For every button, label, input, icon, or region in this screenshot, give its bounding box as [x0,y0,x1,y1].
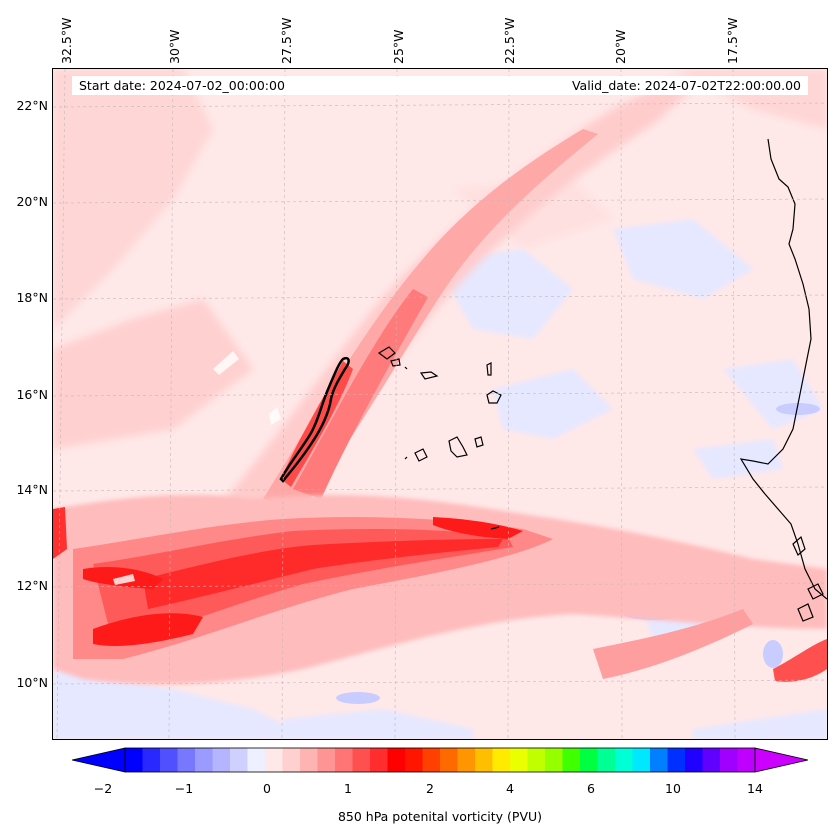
start-date: Start date: 2024-07-02_00:00:00 [79,78,285,93]
lat-label-16n: 16°N [16,387,48,402]
lon-label-30w: 30°W [167,29,182,64]
colorbar-swatch [142,748,161,772]
lon-label-20w: 20°W [613,29,628,64]
cape-verde-islands [377,346,502,530]
cb-tick-neg1: −1 [174,781,194,796]
colorbar-swatch [212,748,231,772]
lat-label-18n: 18°N [16,290,48,305]
colorbar-swatch [580,748,599,772]
colorbar-swatch [667,748,686,772]
colorbar-swatch [720,748,739,772]
lat-label-12n: 12°N [16,578,48,593]
colorbar-swatch [440,748,459,772]
colorbar-swatch [195,748,214,772]
pv-map [52,68,828,740]
colorbar-swatch [282,748,301,772]
colorbar-swatch [615,748,634,772]
coastline-africa [739,138,827,622]
lat-label-22n: 22°N [16,98,48,113]
colorbar-swatch [632,748,651,772]
colorbar-swatch [405,748,424,772]
colorbar-swatch [370,748,389,772]
lon-label-32-5w: 32.5°W [59,17,74,64]
pv-white-streaks [113,351,281,585]
colorbar-swatch [352,748,371,772]
valid-date: Valid_date: 2024-07-02T22:00:00.00 [571,78,801,93]
pv-streamer [183,79,703,549]
cb-tick-neg2: −2 [93,781,113,796]
colorbar-swatch [387,748,406,772]
colorbar-swatch [685,748,704,772]
colorbar-min-arrow [71,747,126,773]
colorbar-swatch [737,748,756,772]
cb-tick-14: 14 [747,781,763,796]
lon-label-22-5w: 22.5°W [502,17,517,64]
colorbar-swatch [650,748,669,772]
cb-tick-1: 1 [344,781,352,796]
colorbar-swatch [492,748,511,772]
pv-contour [279,356,350,483]
pv-southern-band [53,494,827,685]
colorbar-swatch [160,748,179,772]
colorbar-swatch [335,748,354,772]
lat-label-20n: 20°N [16,194,48,209]
graticule [53,69,827,739]
colorbar-swatch [230,748,249,772]
colorbar-swatch [317,748,336,772]
lon-label-25w: 25°W [391,29,406,64]
cb-tick-0: 0 [263,781,271,796]
colorbar-label: 850 hPa potenital vorticity (PVU) [337,809,543,824]
colorbar-swatch [422,748,441,772]
cb-tick-4: 4 [506,781,514,796]
pv-colorbar [71,747,809,773]
colorbar-swatch [510,748,529,772]
date-info-bar: Start date: 2024-07-02_00:00:00 Valid_da… [72,76,808,95]
colorbar-swatch [475,748,494,772]
colorbar-swatch [265,748,284,772]
colorbar-swatch [300,748,319,772]
colorbar-swatch [545,748,564,772]
lon-label-17-5w: 17.5°W [725,17,740,64]
pv-map-canvas [53,69,827,739]
colorbar-swatch [702,748,721,772]
colorbar-swatch [562,748,581,772]
colorbar-swatch [247,748,266,772]
colorbar-swatch [597,748,616,772]
cb-tick-2: 2 [426,781,434,796]
colorbar-border [124,747,756,773]
colorbar-swatch [527,748,546,772]
cb-tick-10: 10 [665,781,681,796]
lat-label-14n: 14°N [16,482,48,497]
colorbar-swatch [457,748,476,772]
colorbar-swatch [177,748,196,772]
cb-tick-6: 6 [587,781,595,796]
lon-label-27-5w: 27.5°W [279,17,294,64]
colorbar-swatch [125,748,144,772]
colorbar-max-arrow [754,747,809,773]
lat-label-10n: 10°N [16,675,48,690]
